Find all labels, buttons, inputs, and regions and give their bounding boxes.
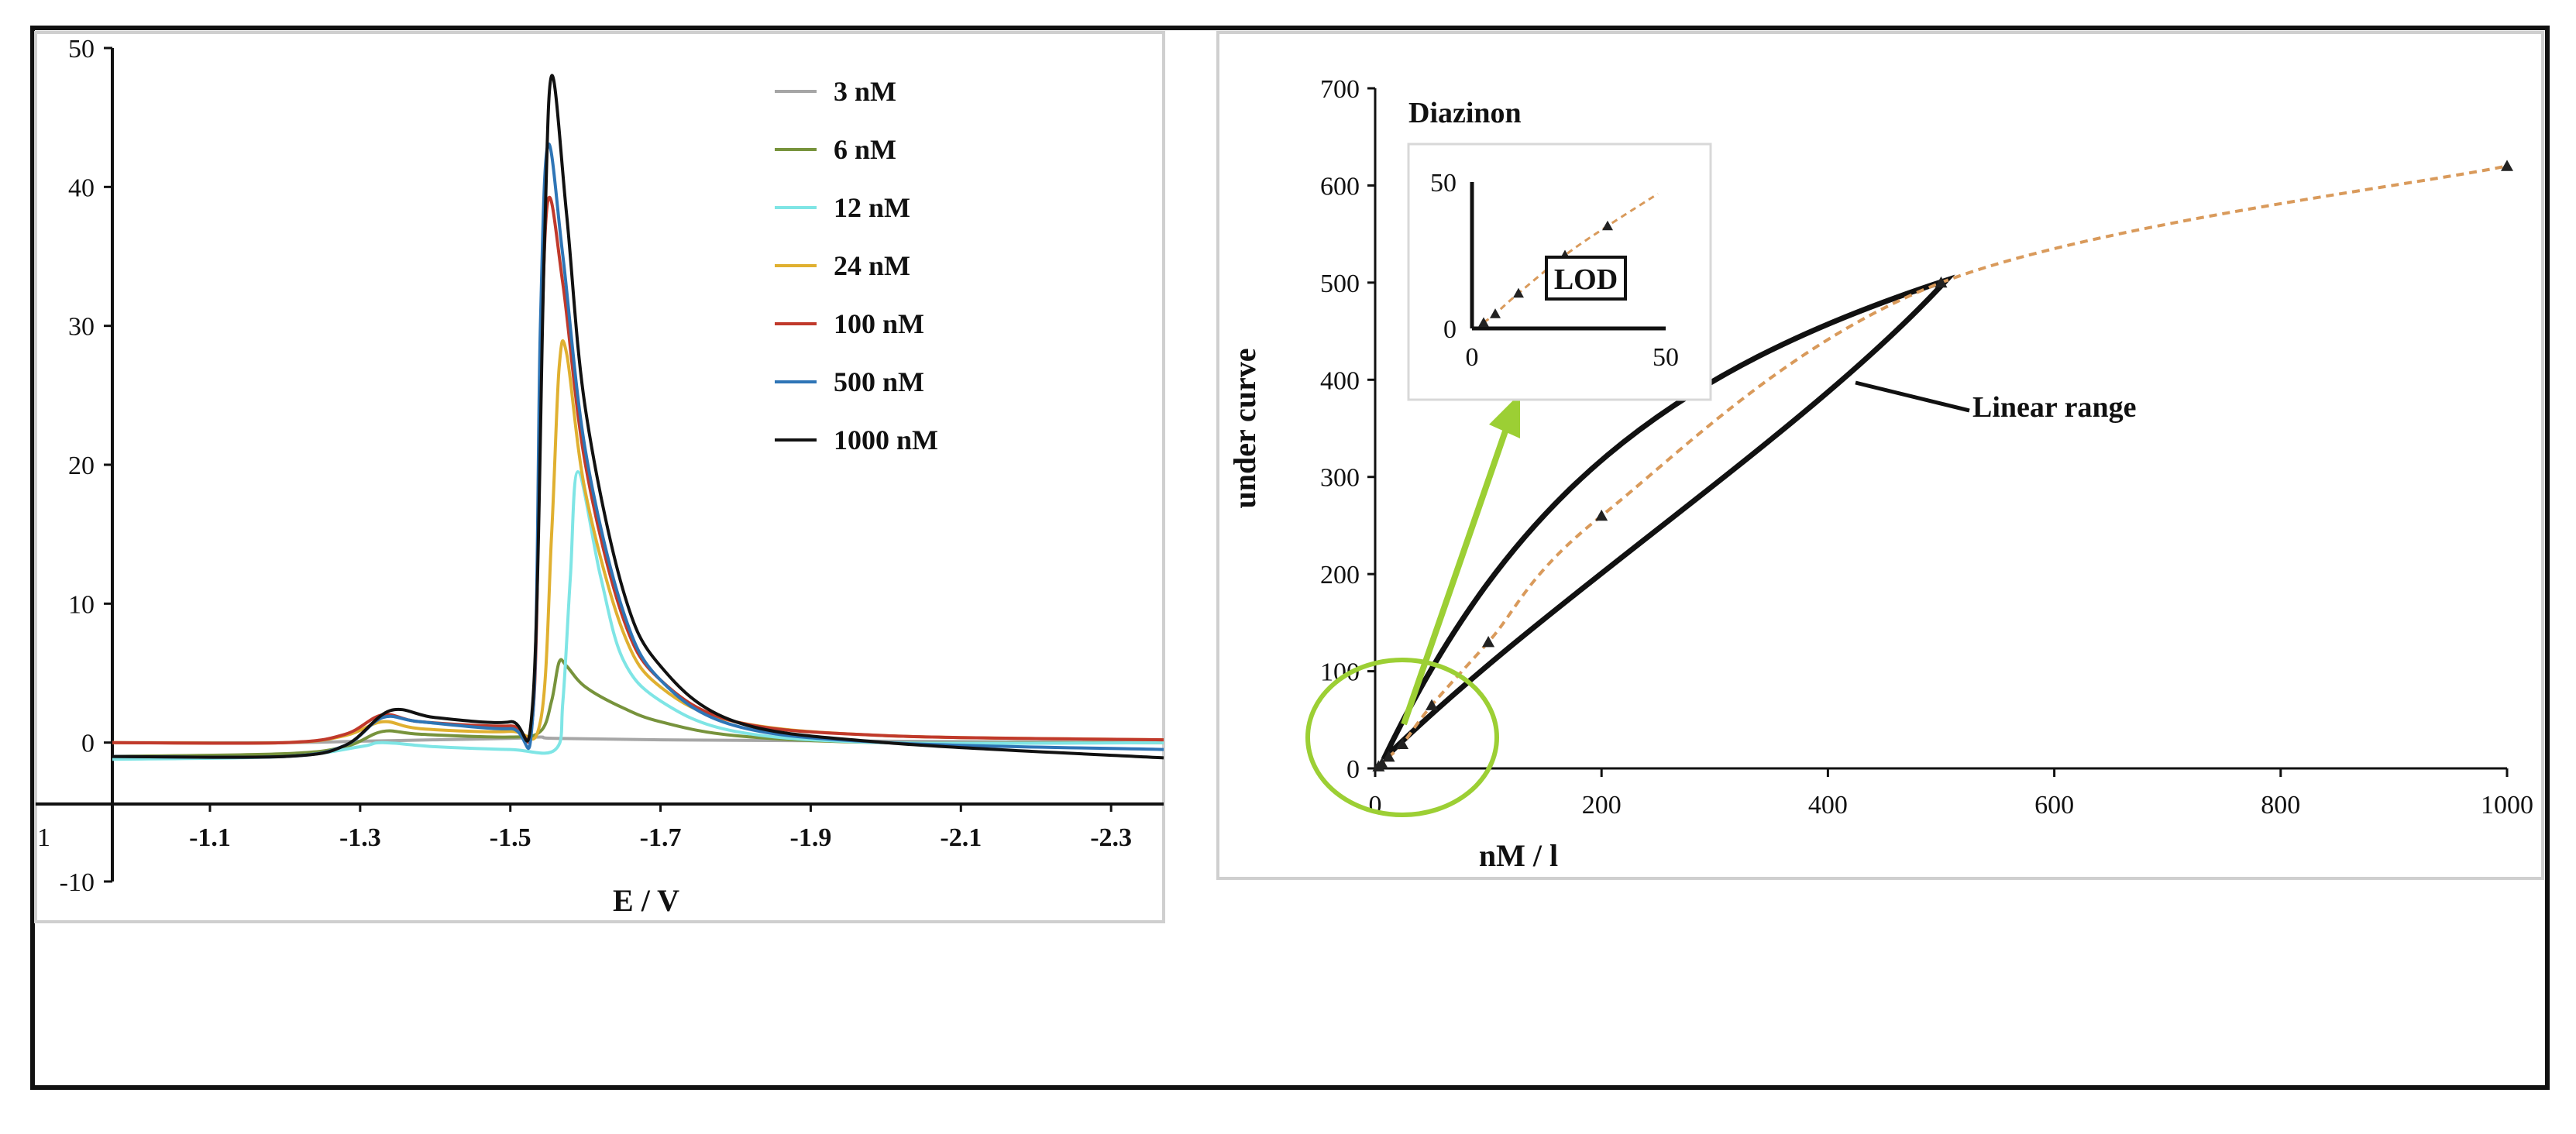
calibration-y-tick-label: 500 [1320, 270, 1360, 298]
calibration-y-tick-label: 400 [1320, 366, 1360, 395]
voltammogram-x-tick-label: -1.1 [189, 823, 231, 852]
voltammogram-legend: 3 nM 6 nM 12 nM 24 nM 100 nM 500 nM 1000 nM [775, 76, 938, 455]
voltammogram-x-tick-label: -1.3 [339, 823, 381, 852]
voltammogram-legend-label: 100 nM [834, 308, 924, 339]
voltammogram-x-tick-label: -2.1 [940, 823, 982, 852]
lod-highlight-arrow-head [1489, 393, 1520, 438]
voltammogram-panel-border [34, 31, 1165, 923]
calibration-x-axis-title: nM / l [1479, 838, 1558, 873]
voltammogram-x-tick-label: -2.3 [1090, 823, 1132, 852]
lod-inset-x-tick-label: 0 [1466, 343, 1479, 372]
calibration-x-tick-label: 1000 [2481, 791, 2533, 820]
voltammogram-series [112, 74, 1164, 761]
voltammogram-legend-label: 24 nM [834, 250, 910, 281]
voltammogram-legend-label: 1000 nM [834, 424, 938, 455]
calibration-data-point [2501, 160, 2513, 171]
voltammogram-x-tick-label: -1.5 [490, 823, 531, 852]
calibration-series [1372, 160, 2513, 771]
voltammogram-y-tick-label: 40 [68, 174, 95, 202]
linear-range-label: Linear range [1972, 391, 2136, 424]
calibration-x-tick-label: 600 [2034, 791, 2074, 820]
voltammogram-y-tick-label: 30 [68, 313, 95, 342]
calibration-x-tick-label: 0 [1369, 791, 1382, 820]
voltammogram-y-tick-label: 50 [68, 35, 95, 64]
voltammogram-y-tick-label: -10 [60, 868, 95, 897]
calibration-y-tick-label: 600 [1320, 172, 1360, 201]
voltammogram-x-tick-label: -1.7 [640, 823, 682, 852]
lod-inset-y-tick-label: 50 [1430, 169, 1457, 198]
lod-inset-data-point [1513, 287, 1524, 298]
voltammogram-x-axis-title: E / V [613, 883, 679, 918]
lod-inset-y-tick-label: 0 [1443, 315, 1457, 344]
calibration-x-tick-label: 800 [2261, 791, 2300, 820]
voltammogram-legend-label: 12 nM [834, 192, 910, 223]
lod-label: LOD [1554, 263, 1618, 296]
lod-inset: 50 00 50 LOD [1407, 143, 1712, 401]
calibration-y-tick-label: 300 [1320, 464, 1360, 493]
voltammogram-y-ticks: 50 40 30 20 10 0 -10 [60, 35, 112, 897]
calibration-y-tick-label: 200 [1320, 561, 1360, 589]
voltammogram-legend-label: 500 nM [834, 366, 924, 397]
calibration-y-tick-label: 0 [1346, 755, 1360, 784]
voltammogram-y-tick-label: 10 [68, 590, 95, 619]
voltammogram-x-tick-label: -1.9 [790, 823, 832, 852]
voltammogram-y-tick-label: 20 [68, 452, 95, 480]
lod-box [1545, 256, 1627, 301]
linear-range-pointer [1855, 380, 1970, 413]
calibration-x-tick-label: 400 [1808, 791, 1848, 820]
calibration-data-point [1935, 276, 1948, 288]
voltammogram-series-line [112, 74, 1164, 760]
voltammogram-y-tick-label: 0 [81, 730, 95, 758]
lod-inset-data-point [1490, 308, 1501, 318]
calibration-y-tick-label: 700 [1320, 75, 1360, 104]
calibration-y-axis-title: under curve [1227, 348, 1262, 508]
voltammogram-legend-label: 3 nM [834, 76, 896, 107]
lod-inset-x-tick-label: 50 [1653, 343, 1679, 372]
calibration-data-point [1482, 635, 1495, 648]
calibration-x-tick-label: 200 [1582, 791, 1622, 820]
voltammogram-series-line [112, 470, 1164, 761]
calibration-x-ticks: 0 200 400 600 800 1000 [1369, 768, 2533, 820]
lod-highlight-arrow-shaft [1401, 423, 1511, 726]
lod-inset-ticks: 50 00 50 [1430, 169, 1679, 372]
lod-inset-data-point [1478, 317, 1489, 328]
calibration-data-point [1375, 757, 1388, 769]
lod-inset-data-point [1602, 220, 1613, 231]
calibration-data-point [1595, 509, 1608, 521]
lod-highlight-circle [1305, 658, 1499, 817]
diazinon-label: Diazinon [1408, 97, 1522, 129]
voltammogram-x-ticks: -1.1 -1.3 -1.5 -1.7 -1.9 -2.1 -2.3 [189, 804, 1132, 852]
voltammogram-legend-label: 6 nM [834, 134, 896, 165]
calibration-data-point [1426, 699, 1439, 710]
voltammogram-x-edge-label: 1 [37, 823, 50, 852]
calibration-data-point [1382, 750, 1395, 762]
calibration-data-point [1396, 737, 1409, 750]
